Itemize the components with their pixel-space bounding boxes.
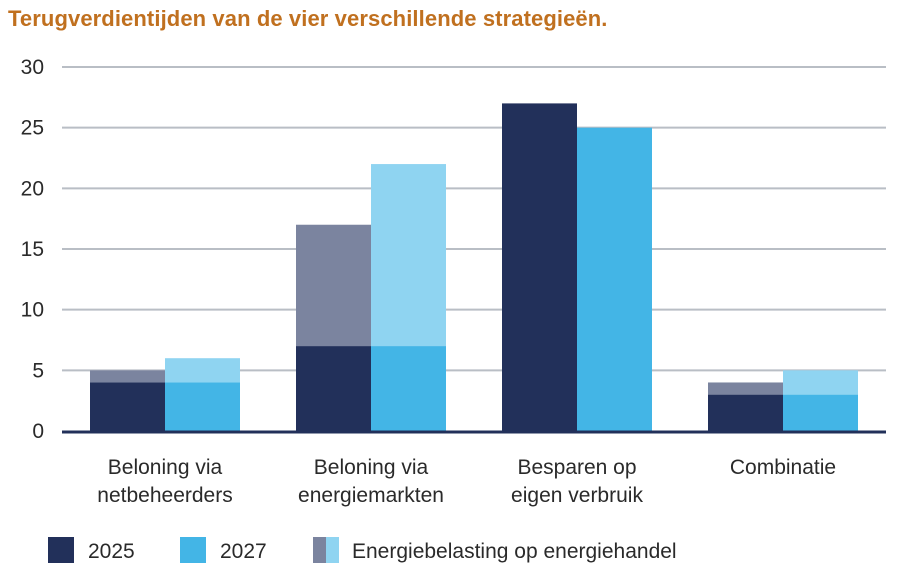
- bar-2027: [577, 127, 652, 432]
- bar-2027-energiebelasting: [371, 164, 446, 347]
- y-tick-label: 0: [32, 420, 44, 443]
- legend-swatch-2025: [48, 537, 74, 563]
- category-label: Besparen op eigen verbruik: [511, 456, 643, 507]
- y-tick-label: 15: [21, 238, 44, 261]
- bar-2027: [783, 394, 858, 431]
- bar-2025-energiebelasting: [708, 382, 783, 395]
- bar-2025: [502, 103, 577, 432]
- bar-2027-energiebelasting: [165, 358, 240, 383]
- bar-2027-energiebelasting: [783, 370, 858, 395]
- bar-2025: [708, 394, 783, 431]
- legend-label-2025: 2025: [88, 540, 135, 563]
- legend-swatch-energiebelasting-2027: [326, 537, 339, 563]
- legend-swatch-energiebelasting-2025: [313, 537, 326, 563]
- bar-2025-energiebelasting: [296, 224, 371, 347]
- y-tick-label: 30: [21, 56, 44, 79]
- legend: 2025 2027 Energiebelasting op energiehande…: [48, 537, 677, 563]
- bar-2027: [371, 346, 446, 431]
- bars: [90, 103, 858, 432]
- chart-title: Terugverdientijden van de vier verschill…: [8, 6, 608, 31]
- category-label: Beloning via netbeheerders: [97, 456, 232, 507]
- y-tick-label: 10: [21, 299, 44, 322]
- bar-2025-energiebelasting: [90, 370, 165, 383]
- y-axis-ticks: 0 5 10 15 20 25 30: [21, 56, 44, 443]
- bar-2025: [90, 382, 165, 431]
- category-label: Combinatie: [730, 456, 836, 479]
- y-tick-label: 5: [32, 359, 44, 382]
- y-tick-label: 20: [21, 177, 44, 200]
- bar-2025: [296, 346, 371, 431]
- legend-swatch-2027: [180, 537, 206, 563]
- legend-label-energiebelasting: Energiebelasting op energiehandel: [352, 540, 677, 563]
- legend-label-2027: 2027: [220, 540, 267, 563]
- bar-2027: [165, 382, 240, 431]
- gridlines: [62, 66, 886, 372]
- y-tick-label: 25: [21, 117, 44, 140]
- category-label: Beloning via energiemarkten: [298, 456, 444, 507]
- category-labels: Beloning via netbeheerders Beloning via ene…: [97, 456, 836, 507]
